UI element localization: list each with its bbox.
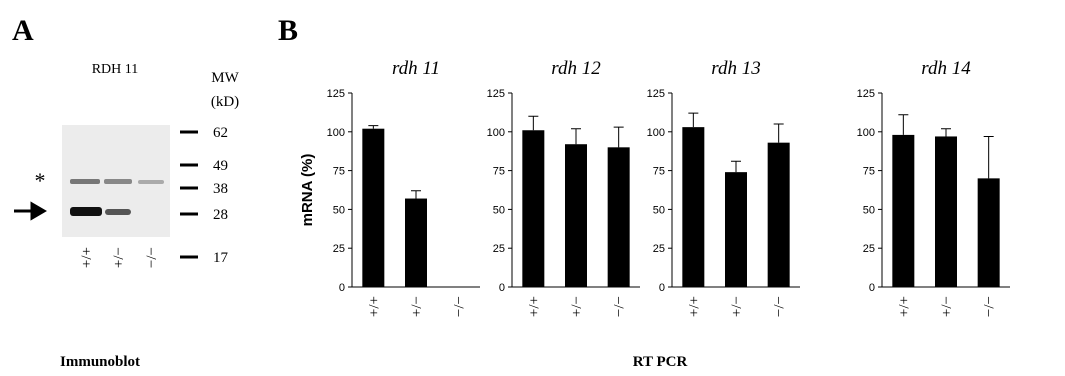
x-tick-label: +/− — [939, 296, 955, 317]
y-tick-label: 50 — [863, 204, 875, 216]
error-bar — [941, 129, 951, 137]
y-tick-label: 0 — [339, 282, 345, 294]
error-bar — [688, 113, 698, 127]
error-bar — [774, 124, 784, 143]
y-tick-label: 125 — [327, 88, 345, 100]
y-tick-label: 75 — [333, 166, 345, 178]
y-tick-label: 0 — [869, 282, 875, 294]
chart-title: rdh 14 — [921, 58, 971, 79]
x-tick-label: −/− — [982, 296, 998, 317]
x-tick-label: +/+ — [526, 296, 542, 317]
y-tick-label: 25 — [493, 243, 505, 255]
y-tick-label: 50 — [653, 204, 665, 216]
chart-title: rdh 12 — [551, 58, 601, 79]
band — [70, 179, 100, 184]
mw-label: 49 — [213, 158, 228, 174]
y-tick-label: 50 — [493, 204, 505, 216]
y-axis-label: mRNA (%) — [299, 154, 316, 227]
y-tick-label: 100 — [487, 127, 505, 139]
x-tick-label: −/− — [452, 296, 468, 317]
band — [104, 179, 132, 184]
blot-title: RDH 11 — [92, 62, 139, 77]
band — [70, 207, 102, 216]
rt-pcr-caption: RT PCR — [633, 354, 688, 370]
asterisk: * — [35, 168, 46, 193]
panel-label: A — [12, 14, 34, 47]
lane-label: +/+ — [79, 247, 95, 268]
bar — [565, 144, 587, 287]
bar — [362, 129, 384, 287]
mw-label: 38 — [213, 181, 228, 197]
error-bar — [571, 129, 581, 145]
bar — [768, 143, 790, 287]
figure: A RDH 11 MW (kD) * Immunoblot B RT PCR 6… — [0, 0, 1065, 376]
blot — [62, 125, 170, 237]
bar — [725, 172, 747, 287]
y-tick-label: 125 — [487, 88, 505, 100]
bar — [935, 136, 957, 287]
mw-header: MW — [211, 70, 239, 86]
x-tick-label: +/+ — [896, 296, 912, 317]
bar — [978, 178, 1000, 287]
x-tick-label: +/− — [409, 296, 425, 317]
x-tick-label: +/+ — [686, 296, 702, 317]
error-bar — [411, 191, 421, 199]
y-tick-label: 75 — [863, 166, 875, 178]
bar — [892, 135, 914, 287]
band — [138, 180, 164, 184]
y-tick-label: 75 — [493, 166, 505, 178]
y-tick-label: 50 — [333, 204, 345, 216]
chart-title: rdh 13 — [711, 58, 760, 79]
mw-label: 62 — [213, 125, 228, 141]
mw-label: 17 — [213, 250, 229, 266]
y-tick-label: 100 — [857, 127, 875, 139]
bar — [682, 127, 704, 287]
y-tick-label: 125 — [857, 88, 875, 100]
panel-label: B — [278, 14, 298, 47]
arrow — [14, 204, 44, 218]
x-tick-label: −/− — [612, 296, 628, 317]
mw-header: (kD) — [211, 94, 239, 110]
y-tick-label: 0 — [659, 282, 665, 294]
x-tick-label: +/− — [729, 296, 745, 317]
y-tick-label: 25 — [653, 243, 665, 255]
y-tick-label: 25 — [863, 243, 875, 255]
x-tick-label: −/− — [772, 296, 788, 317]
y-tick-label: 100 — [647, 127, 665, 139]
error-bar — [898, 115, 908, 135]
y-tick-label: 75 — [653, 166, 665, 178]
mw-label: 28 — [213, 207, 228, 223]
y-tick-label: 25 — [333, 243, 345, 255]
y-tick-label: 0 — [499, 282, 505, 294]
bar — [405, 199, 427, 287]
x-tick-label: +/− — [569, 296, 585, 317]
x-tick-label: +/+ — [366, 296, 382, 317]
blot-caption: Immunoblot — [60, 354, 140, 370]
lane-label: −/− — [144, 247, 160, 268]
error-bar — [984, 136, 994, 178]
lane-label: +/− — [111, 247, 127, 268]
y-tick-label: 100 — [327, 127, 345, 139]
error-bar — [614, 127, 624, 147]
y-tick-label: 125 — [647, 88, 665, 100]
band — [105, 209, 131, 215]
chart-title: rdh 11 — [392, 58, 440, 79]
error-bar — [368, 126, 378, 129]
error-bar — [528, 116, 538, 130]
bar — [608, 147, 630, 287]
error-bar — [731, 161, 741, 172]
bar — [522, 130, 544, 287]
